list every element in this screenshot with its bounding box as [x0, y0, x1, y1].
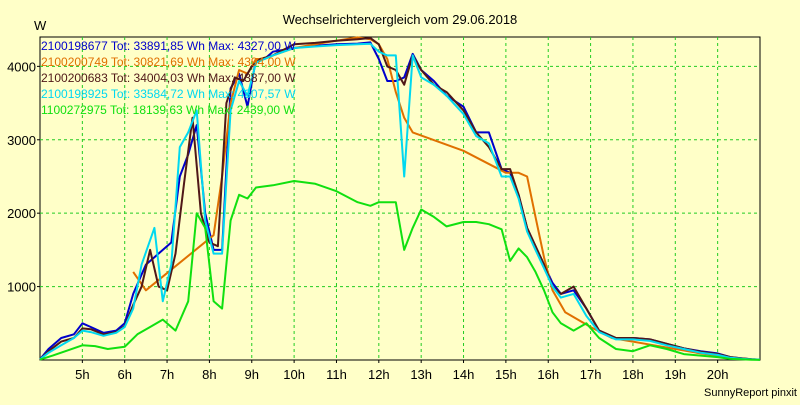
y-axis-label: W — [34, 18, 47, 33]
x-tick-label: 11h — [326, 367, 347, 382]
x-tick-label: 5h — [75, 367, 89, 382]
x-tick-label: 6h — [117, 367, 131, 382]
x-tick-label: 13h — [410, 367, 432, 382]
legend-entry: 2100200683 Tot: 34004,03 Wh Max: 4387,00… — [41, 71, 296, 85]
series-line-1100272975 — [39, 180, 761, 361]
y-tick-label: 3000 — [7, 133, 36, 148]
grid — [40, 37, 760, 360]
y-tick-label: 1000 — [7, 280, 36, 295]
legend: 2100198677 Tot: 33891,85 Wh Max: 4327,00… — [41, 39, 296, 117]
x-tick-label: 20h — [707, 367, 729, 382]
legend-entry: 2100198925 Tot: 33584,72 Wh Max: 4307,57… — [41, 87, 296, 101]
series-line-2100200683 — [39, 37, 761, 361]
series-lines — [39, 36, 761, 361]
x-tick-label: 19h — [664, 367, 686, 382]
y-tick-label: 4000 — [7, 59, 36, 74]
legend-entry: 1100272975 Tot: 18139,63 Wh Max: 2439,00… — [41, 103, 295, 117]
chart-title: Wechselrichtervergleich vom 29.06.2018 — [283, 12, 518, 27]
x-tick-label: 7h — [160, 367, 174, 382]
y-tick-label: 2000 — [7, 206, 36, 221]
x-tick-label: 8h — [202, 367, 216, 382]
footer-credit: SunnyReport pinxit — [704, 387, 797, 399]
x-tick-label: 17h — [580, 367, 602, 382]
series-line-2100198925 — [39, 42, 761, 361]
x-tick-label: 16h — [537, 367, 559, 382]
legend-entry: 2100198677 Tot: 33891,85 Wh Max: 4327,00… — [41, 39, 296, 53]
x-tick-label: 18h — [622, 367, 644, 382]
x-tick-label: 15h — [495, 367, 517, 382]
x-tick-label: 14h — [453, 367, 475, 382]
legend-entry: 2100200749 Tot: 30821,69 Wh Max: 4394,00… — [41, 55, 296, 69]
axis-ticks: 5h 6h 7h 8h 9h 10h 11h 12h 13h 14h 15h 16h 17h 18h 19h… — [7, 59, 728, 382]
plot-area — [39, 36, 761, 361]
x-tick-label: 9h — [245, 367, 259, 382]
x-tick-label: 12h — [368, 367, 390, 382]
x-tick-label: 10h — [283, 367, 305, 382]
